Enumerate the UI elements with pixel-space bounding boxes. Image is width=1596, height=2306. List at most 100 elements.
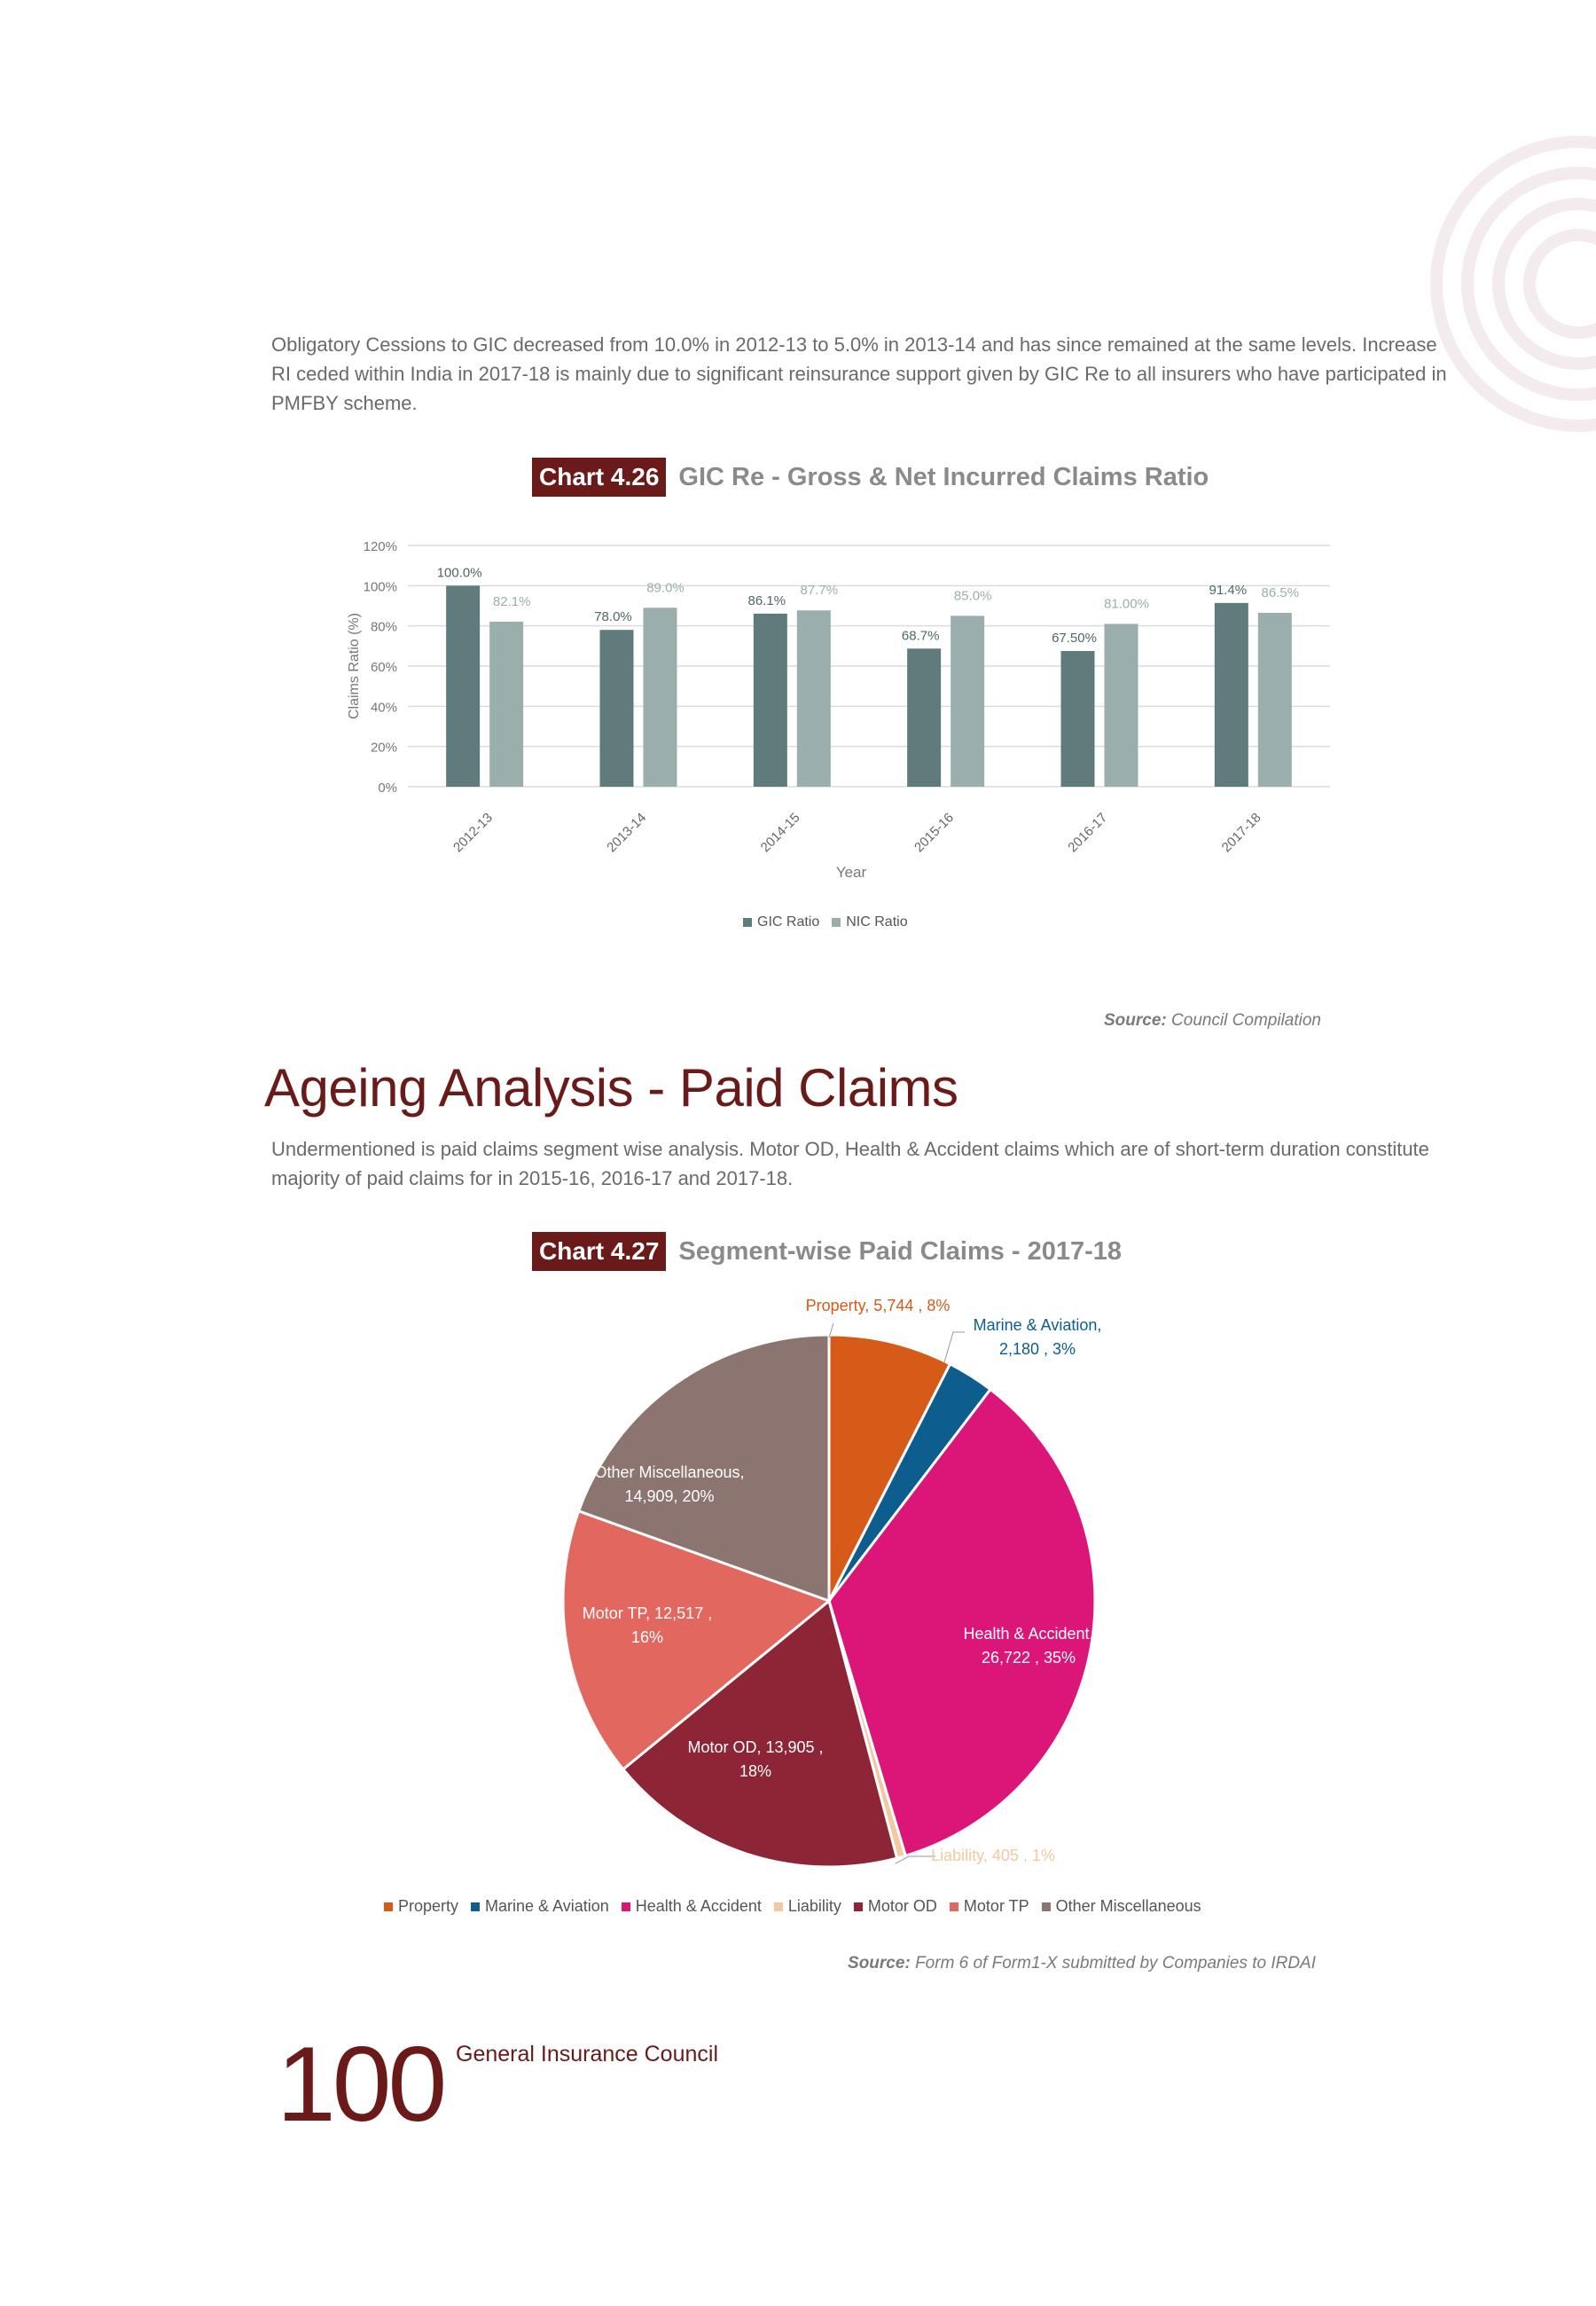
decorative-arcs bbox=[1430, 136, 1596, 432]
source-label: Source: bbox=[848, 1954, 911, 1973]
slice-label: Liability, 405 , 1% bbox=[931, 1847, 1055, 1864]
chart-title: GIC Re - Gross & Net Incurred Claims Rat… bbox=[678, 462, 1209, 491]
slice-label-line: Motor OD, 13,905 , bbox=[687, 1738, 823, 1756]
y-tick-label: 80% bbox=[371, 620, 397, 635]
slice-label-line: 14,909, 20% bbox=[624, 1487, 714, 1505]
data-label: 100.0% bbox=[437, 565, 482, 580]
leader-line bbox=[895, 1855, 935, 1864]
slice-label-line: Other Miscellaneous, bbox=[594, 1463, 744, 1481]
bar-nic-ratio bbox=[796, 610, 831, 787]
data-label: 67.50% bbox=[1052, 631, 1097, 646]
legend-swatch bbox=[1041, 1902, 1051, 1911]
section-title: Ageing Analysis - Paid Claims bbox=[264, 1058, 958, 1118]
legend-item: Health & Accident bbox=[621, 1897, 762, 1916]
data-label: 85.0% bbox=[954, 588, 992, 603]
chart-4-27-header: Chart 4.27 Segment-wise Paid Claims - 20… bbox=[532, 1232, 1122, 1271]
x-axis-label: Year bbox=[836, 864, 867, 881]
chart-number: Chart 4.26 bbox=[532, 458, 667, 497]
chart-4-27-source: Source: Form 6 of Form1-X submitted by C… bbox=[798, 1954, 1316, 1973]
data-label: 91.4% bbox=[1209, 583, 1248, 598]
data-label: 86.1% bbox=[748, 593, 786, 608]
slice-label-line: Property, 5,744 , 8% bbox=[806, 1297, 951, 1314]
slice-label-line: Health & Accident, bbox=[963, 1625, 1093, 1643]
page-number: 100 bbox=[277, 2025, 447, 2144]
leader-line bbox=[943, 1331, 965, 1363]
x-tick-label: 2014-15 bbox=[758, 810, 803, 855]
y-tick-label: 20% bbox=[371, 741, 397, 756]
slice-label-line: 2,180 , 3% bbox=[999, 1340, 1076, 1358]
claims-ratio-bar-chart: 0% 20% 40% 60% 80% 100% 120% Claims Ratio (%) 10… bbox=[347, 539, 1330, 881]
bar-gic-ratio bbox=[753, 613, 787, 787]
y-tick-label: 120% bbox=[364, 539, 397, 554]
intro-paragraph: Obligatory Cessions to GIC decreased fro… bbox=[271, 333, 1447, 414]
section-paragraph: Undermentioned is paid claims segment wi… bbox=[271, 1138, 1429, 1189]
bar-chart-legend: GIC Ratio NIC Ratio bbox=[743, 914, 920, 930]
slice-label-line: Liability, 405 , 1% bbox=[931, 1847, 1055, 1864]
legend-item-gic: GIC Ratio bbox=[743, 914, 819, 930]
y-tick-label: 60% bbox=[371, 660, 397, 675]
slice-label: Property, 5,744 , 8% bbox=[806, 1297, 951, 1314]
legend-label: Other Miscellaneous bbox=[1055, 1897, 1201, 1915]
chart-number: Chart 4.27 bbox=[532, 1232, 667, 1271]
bar-gic-ratio bbox=[446, 585, 481, 787]
legend-label: Property bbox=[398, 1897, 459, 1915]
data-label: 81.00% bbox=[1104, 596, 1149, 611]
legend-swatch bbox=[384, 1902, 393, 1911]
data-label: 82.1% bbox=[493, 594, 531, 609]
legend-item: Property bbox=[384, 1897, 458, 1916]
data-label: 87.7% bbox=[801, 583, 839, 598]
legend-swatch bbox=[773, 1902, 783, 1911]
data-label: 78.0% bbox=[594, 609, 632, 624]
x-tick-label: 2015-16 bbox=[911, 810, 957, 855]
legend-label: NIC Ratio bbox=[846, 914, 908, 929]
legend-label: Health & Accident bbox=[635, 1897, 762, 1915]
x-tick-label: 2013-14 bbox=[604, 810, 649, 855]
legend-item: Marine & Aviation bbox=[471, 1897, 609, 1916]
legend-label: Motor OD bbox=[867, 1897, 937, 1915]
chart-title: Segment-wise Paid Claims - 2017-18 bbox=[678, 1236, 1123, 1266]
pie-slice-health-accident bbox=[827, 1387, 1097, 1858]
legend-item: Motor OD bbox=[853, 1897, 937, 1916]
data-label: 86.5% bbox=[1262, 585, 1300, 600]
legend-swatch bbox=[832, 918, 841, 927]
x-tick-label: 2017-18 bbox=[1219, 810, 1264, 855]
legend-label: Liability bbox=[787, 1897, 841, 1915]
slice-label-line: 16% bbox=[631, 1628, 663, 1646]
pie-chart-legend: Property Marine & Aviation Health & Accide… bbox=[384, 1897, 1214, 1916]
bar-gic-ratio bbox=[1214, 602, 1248, 787]
bar-nic-ratio bbox=[951, 616, 985, 787]
legend-label: Marine & Aviation bbox=[485, 1897, 609, 1915]
x-tick-label: 2012-13 bbox=[450, 810, 496, 855]
source-label: Source: bbox=[1104, 1011, 1167, 1030]
y-tick-label: 40% bbox=[371, 700, 397, 715]
y-tick-label: 0% bbox=[378, 780, 397, 796]
x-tick-label: 2016-17 bbox=[1065, 810, 1110, 855]
publisher-name: General Insurance Council bbox=[456, 2042, 718, 2067]
legend-swatch bbox=[621, 1902, 630, 1911]
legend-swatch bbox=[949, 1902, 958, 1911]
leader-line bbox=[828, 1322, 834, 1338]
slice-label: Health & Accident, 26,722 , 35% bbox=[963, 1625, 1093, 1667]
pie-slice-motor-od bbox=[621, 1598, 899, 1869]
y-tick-label: 100% bbox=[364, 579, 397, 594]
legend-item: Liability bbox=[773, 1897, 841, 1916]
legend-swatch bbox=[743, 918, 752, 927]
bar-nic-ratio bbox=[489, 621, 524, 787]
source-text: Council Compilation bbox=[1171, 1011, 1321, 1030]
segment-pie-chart: Property, 5,744 , 8% Marine & Aviation, 2,… bbox=[561, 1297, 1101, 1869]
slice-label: Motor TP, 12,517 , 16% bbox=[583, 1604, 712, 1646]
bar-gic-ratio bbox=[599, 630, 634, 787]
bar-nic-ratio bbox=[643, 608, 677, 787]
bar-gic-ratio bbox=[1060, 651, 1095, 787]
data-label: 68.7% bbox=[902, 628, 940, 643]
legend-swatch bbox=[853, 1902, 863, 1911]
pie-slice-property bbox=[827, 1333, 952, 1602]
legend-label: Motor TP bbox=[963, 1897, 1029, 1915]
slice-label-line: 18% bbox=[739, 1762, 771, 1780]
source-text: Form 6 of Form1-X submitted by Companies… bbox=[915, 1954, 1316, 1973]
chart-4-26-header: Chart 4.26 GIC Re - Gross & Net Incurred… bbox=[532, 458, 1209, 497]
bar-gic-ratio bbox=[907, 648, 942, 787]
legend-label: GIC Ratio bbox=[757, 914, 820, 929]
pie-slice-other-miscellaneous bbox=[576, 1333, 831, 1604]
chart-4-26-source: Source: Council Compilation bbox=[1046, 1011, 1321, 1031]
